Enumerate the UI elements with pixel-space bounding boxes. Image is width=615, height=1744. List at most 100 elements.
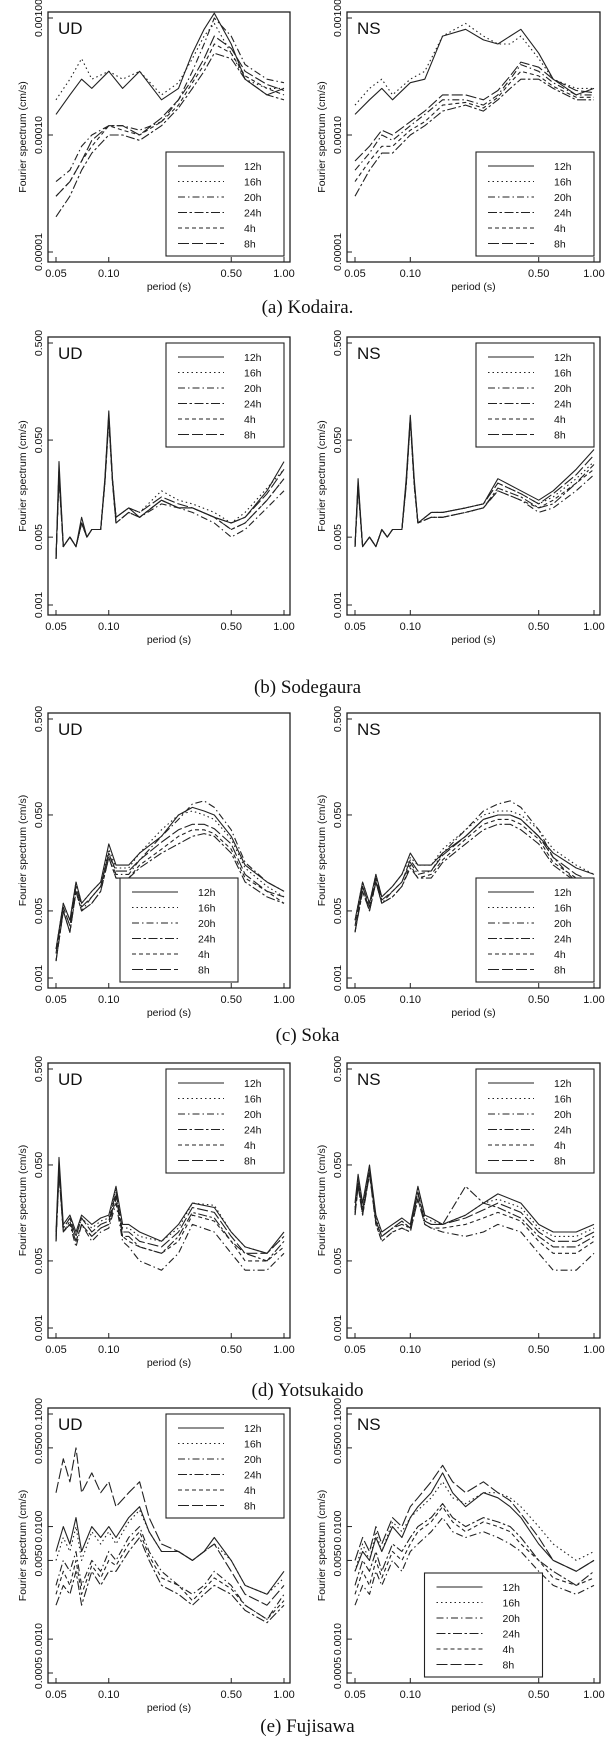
component-title: NS — [357, 720, 381, 739]
legend-label: 8h — [244, 1156, 256, 1168]
y-tick-label: 0.005 — [332, 898, 344, 924]
x-tick-label: 0.05 — [45, 1344, 66, 1356]
y-tick-label: 0.00100 — [33, 0, 45, 37]
legend-label: 16h — [554, 368, 572, 380]
plot-frame — [47, 1062, 291, 1339]
chart-soka-ud: 0.05 0.10 0.50 1.00 0.001 0.005 0.050 0.500 peri… — [17, 706, 295, 1019]
x-tick-label: 0.50 — [221, 621, 242, 633]
series-8h — [55, 823, 285, 954]
x-axis-label: period (s) — [451, 634, 495, 646]
y-axis-label: Fourier spectrum (cm/s) — [316, 795, 328, 906]
series-24h — [55, 1536, 285, 1624]
legend-label: 24h — [244, 1470, 262, 1482]
legend-label: 20h — [244, 192, 262, 204]
x-tick-label: 1.00 — [273, 994, 294, 1006]
caption-sodegaura: (b) Sodegaura — [253, 677, 362, 698]
y-tick-label: 0.005 — [332, 524, 344, 550]
chart-kodaira-ud: 0.05 0.10 0.50 1.00 0.00001 0.00010 0.00100 per… — [17, 0, 295, 293]
legend-label: 24h — [503, 1629, 521, 1641]
legend-label: 24h — [244, 208, 262, 220]
legend-box — [165, 1413, 285, 1519]
plot-frame — [346, 11, 601, 263]
x-tick-label: 0.05 — [45, 1689, 66, 1701]
series-20h — [354, 64, 594, 171]
x-tick-label: 0.50 — [528, 1689, 549, 1701]
y-tick-label: 0.050 — [33, 1152, 45, 1178]
series-24h — [354, 1503, 595, 1586]
chart-sodegaura-ud: 0.05 0.10 0.50 1.00 0.001 0.005 0.050 0.500 peri… — [17, 330, 295, 646]
legend-label: 4h — [244, 414, 256, 426]
series-8h — [55, 35, 285, 197]
legend-label: 24h — [554, 208, 572, 220]
plot-frame — [346, 1062, 601, 1339]
x-tick-label: 0.10 — [98, 1344, 119, 1356]
legend: 12h 16h 20h 24h 4h 8h — [423, 1572, 544, 1678]
legend-label: 12h — [244, 352, 262, 364]
series-24h — [55, 52, 285, 218]
legend-label: 20h — [244, 1454, 262, 1466]
y-tick-label: 0.1000 — [33, 1398, 45, 1430]
series-4h — [55, 43, 285, 197]
series-16h — [55, 810, 285, 950]
series-20h — [55, 17, 285, 183]
legend-label: 4h — [554, 223, 566, 235]
legend-label: 16h — [244, 368, 262, 380]
legend-label: 12h — [554, 352, 572, 364]
legend-label: 20h — [503, 1613, 521, 1625]
plot-frame — [346, 1407, 601, 1684]
plot-frame — [47, 11, 291, 263]
legend-label: 8h — [554, 239, 566, 251]
y-axis-label: Fourier spectrum (cm/s) — [17, 420, 29, 531]
legend: 12h 16h 20h 24h 4h 8h — [165, 1413, 285, 1519]
plot-frame — [47, 336, 291, 616]
y-axis-label: Fourier spectrum (cm/s) — [17, 81, 29, 192]
component-title: NS — [357, 1070, 381, 1089]
component-title: UD — [58, 19, 83, 38]
legend-label: 8h — [198, 965, 210, 977]
x-tick-label: 0.50 — [221, 1689, 242, 1701]
series-16h — [55, 22, 284, 101]
legend-label: 4h — [554, 1140, 566, 1152]
x-tick-label: 0.10 — [400, 1344, 421, 1356]
series-12h — [354, 1164, 595, 1233]
y-tick-label: 0.00001 — [33, 233, 45, 271]
y-tick-label: 0.050 — [332, 427, 344, 453]
legend-box — [165, 342, 285, 448]
y-tick-label: 0.001 — [332, 965, 344, 991]
legend-label: 4h — [244, 1485, 256, 1497]
x-tick-label: 1.00 — [583, 621, 604, 633]
x-tick-label: 0.50 — [221, 994, 242, 1006]
legend-label: 16h — [503, 1598, 521, 1610]
series-24h — [354, 823, 595, 933]
caption-soka: (c) Soka — [275, 1025, 340, 1046]
x-tick-label: 1.00 — [583, 1689, 604, 1701]
legend-label: 24h — [554, 934, 572, 946]
component-title: NS — [357, 19, 381, 38]
y-tick-label: 0.500 — [332, 330, 344, 356]
series-8h — [354, 61, 595, 162]
caption-yotsukaido: (d) Yotsukaido — [251, 1380, 364, 1401]
series-4h — [354, 818, 595, 933]
legend: 12h 16h 20h 24h 4h 8h — [475, 877, 595, 983]
legend-label: 8h — [503, 1660, 515, 1672]
y-axis-label: Fourier spectrum (cm/s) — [17, 795, 29, 906]
series-12h — [55, 1506, 285, 1595]
series-24h — [55, 1168, 285, 1262]
legend-label: 24h — [198, 934, 216, 946]
component-title: UD — [58, 344, 83, 363]
chart-yotsukaido-ns: 0.05 0.10 0.50 1.00 0.001 0.005 0.050 0.500 peri… — [316, 1056, 605, 1369]
legend-label: 4h — [554, 949, 566, 961]
y-tick-label: 0.500 — [33, 330, 45, 356]
plot-frame — [346, 336, 601, 616]
y-tick-label: 0.0100 — [332, 1510, 344, 1542]
legend-label: 20h — [554, 192, 572, 204]
legend-label: 8h — [554, 965, 566, 977]
legend-label: 16h — [554, 177, 572, 189]
series-4h — [55, 1173, 285, 1262]
series-8h — [354, 1464, 595, 1572]
series-8h — [354, 1169, 595, 1242]
chart-yotsukaido-ud: 0.05 0.10 0.50 1.00 0.001 0.005 0.050 0.500 peri… — [17, 1056, 295, 1369]
legend-label: 16h — [554, 1094, 572, 1106]
y-tick-label: 0.500 — [33, 1056, 45, 1082]
